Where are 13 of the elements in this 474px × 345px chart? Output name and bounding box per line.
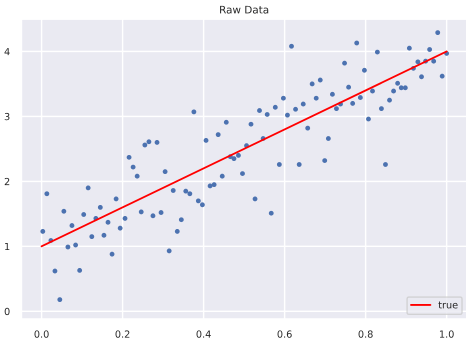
x-tick-label: 0.4	[196, 330, 211, 338]
x-tick-label: 0.0	[34, 330, 49, 338]
x-tick-label: 1.0	[440, 330, 454, 338]
y-tick-label: 1	[5, 242, 10, 250]
y-tick-label: 3	[4, 112, 10, 120]
y-tick-label: 2	[4, 178, 10, 186]
x-tick-label: 0.6	[278, 330, 292, 338]
chart-title: Raw Data	[220, 6, 268, 14]
y-tick-label: 4	[4, 48, 10, 56]
y-tick-label: 0	[4, 308, 10, 316]
legend-label: true	[438, 302, 458, 308]
x-tick-label: 0.2	[116, 330, 130, 338]
x-tick-label: 0.8	[358, 330, 373, 338]
